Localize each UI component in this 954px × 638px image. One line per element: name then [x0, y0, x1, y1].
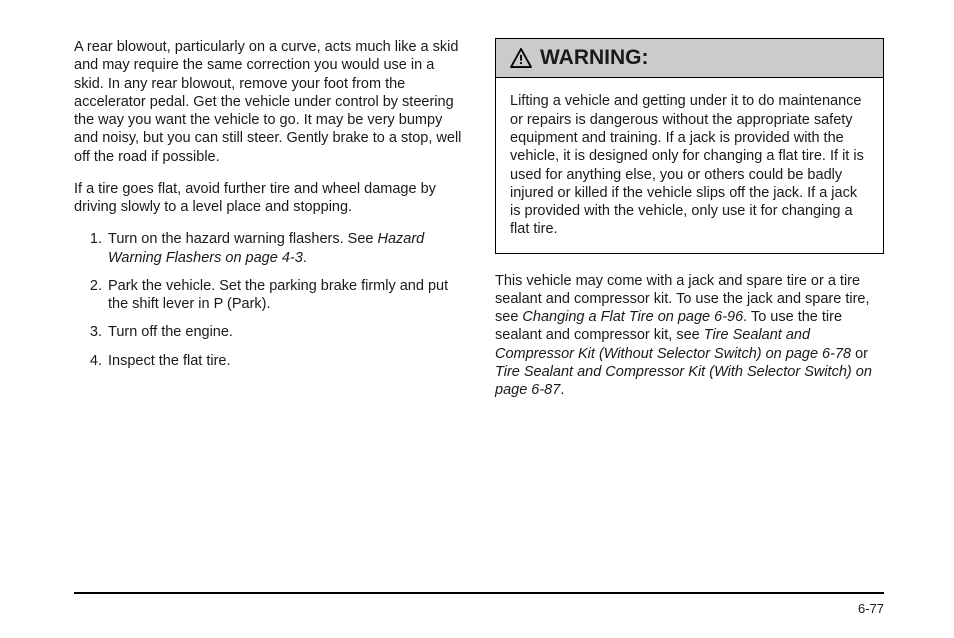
procedure-list: Turn on the hazard warning flashers. See…	[74, 230, 463, 370]
manual-page: A rear blowout, particularly on a curve,…	[0, 0, 954, 638]
warning-label: WARNING:	[540, 45, 649, 71]
list-item: Inspect the flat tire.	[106, 352, 463, 370]
warning-body-text: Lifting a vehicle and getting under it t…	[496, 78, 883, 252]
body-text: .	[560, 382, 564, 398]
body-paragraph: A rear blowout, particularly on a curve,…	[74, 38, 463, 166]
warning-header: WARNING:	[496, 39, 883, 78]
two-column-layout: A rear blowout, particularly on a curve,…	[74, 38, 884, 413]
step-text: Turn on the hazard warning flashers. See	[108, 231, 377, 247]
warning-callout: WARNING: Lifting a vehicle and getting u…	[495, 38, 884, 254]
warning-triangle-icon	[510, 48, 532, 68]
body-paragraph: This vehicle may come with a jack and sp…	[495, 272, 884, 400]
list-item: Turn on the hazard warning flashers. See…	[106, 230, 463, 267]
step-text: .	[303, 250, 307, 266]
left-column: A rear blowout, particularly on a curve,…	[74, 38, 463, 413]
right-column: WARNING: Lifting a vehicle and getting u…	[495, 38, 884, 413]
cross-reference: Tire Sealant and Compressor Kit (With Se…	[495, 364, 872, 398]
body-paragraph: If a tire goes flat, avoid further tire …	[74, 180, 463, 217]
list-item: Turn off the engine.	[106, 323, 463, 341]
list-item: Park the vehicle. Set the parking brake …	[106, 277, 463, 314]
page-number: 6-77	[858, 601, 884, 616]
body-text: or	[851, 346, 868, 362]
footer-divider	[74, 592, 884, 594]
cross-reference: Changing a Flat Tire on page 6-96	[522, 309, 743, 325]
